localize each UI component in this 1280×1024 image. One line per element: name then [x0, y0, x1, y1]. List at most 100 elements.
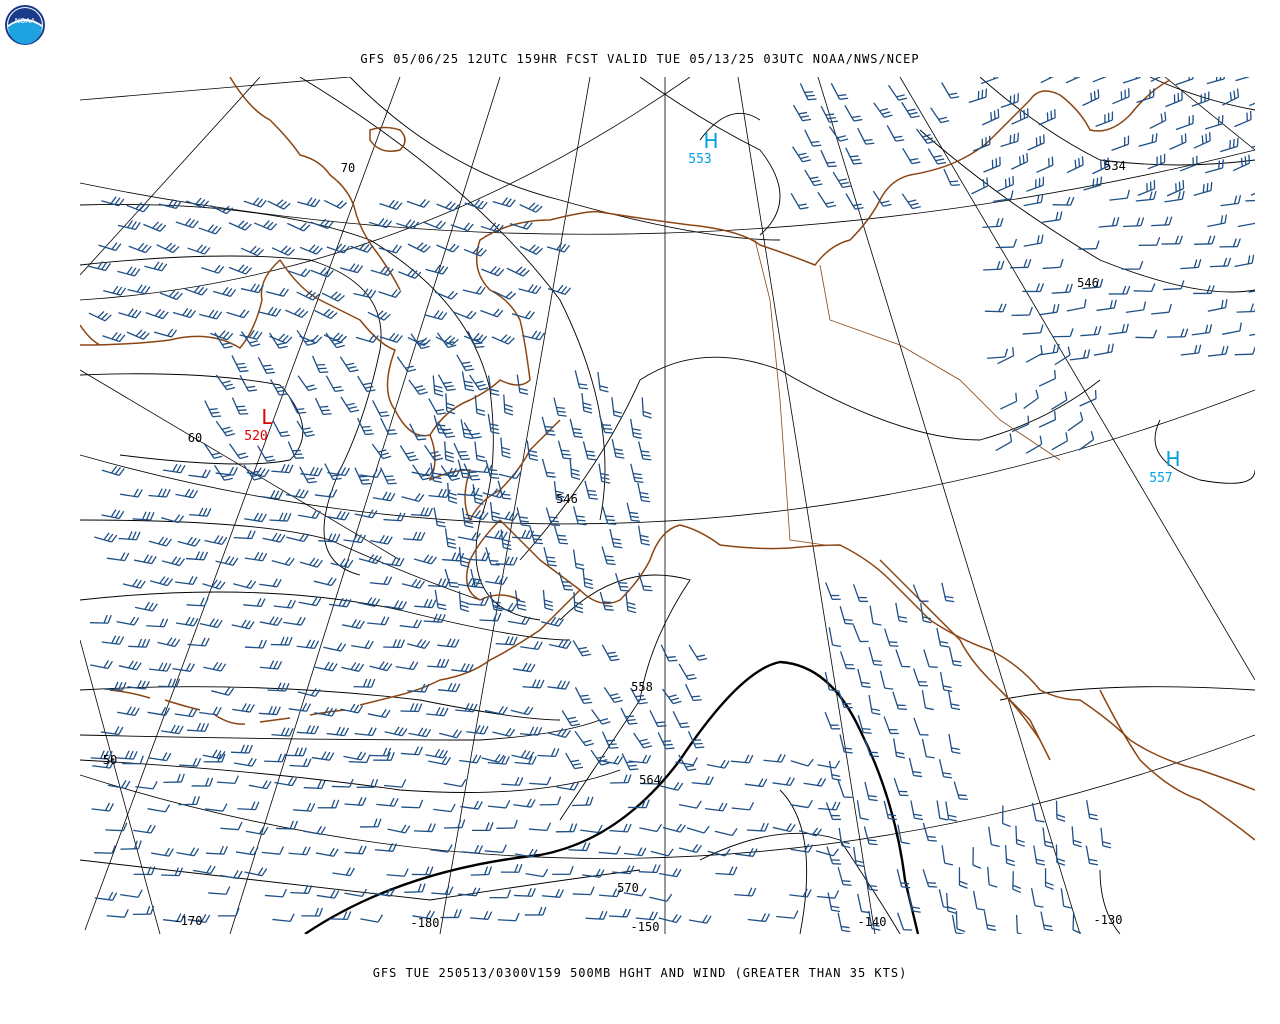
wind-barb	[598, 463, 611, 484]
wind-barb	[941, 582, 955, 603]
lon-label: -140	[858, 915, 887, 929]
wind-barb	[815, 848, 839, 857]
wind-barb	[495, 511, 519, 522]
wind-barb	[262, 532, 286, 543]
height-contours	[80, 77, 1255, 934]
wind-barb	[864, 871, 878, 892]
wind-barb	[518, 284, 542, 295]
wind-barb	[102, 331, 126, 343]
wind-barb	[203, 442, 223, 459]
wind-barb	[1060, 888, 1073, 909]
wind-barb	[133, 866, 156, 876]
wind-barb	[380, 417, 398, 435]
wind-barb	[1191, 91, 1210, 107]
wind-barb	[120, 840, 142, 850]
wind-barb	[857, 668, 871, 688]
wind-barb	[792, 104, 812, 122]
wind-barb	[177, 536, 201, 547]
wind-barb	[240, 331, 261, 347]
wind-barb	[520, 641, 543, 651]
wind-barb	[817, 191, 837, 208]
wind-barb	[888, 84, 908, 101]
wind-barb	[187, 722, 210, 732]
wind-barb	[126, 202, 150, 213]
wind-barb	[936, 800, 949, 821]
wind-barb	[234, 757, 257, 767]
wind-barb	[399, 619, 423, 629]
wind-barb	[269, 332, 288, 349]
wind-barb	[213, 286, 237, 298]
wind-barb	[433, 415, 448, 435]
wind-barb	[373, 751, 395, 761]
wind-barb	[581, 392, 593, 414]
wind-barb	[240, 245, 264, 257]
wind-barb	[609, 823, 632, 833]
wind-barb	[1108, 285, 1131, 295]
wind-barb	[553, 481, 565, 502]
wind-barb	[1000, 132, 1020, 148]
wind-barb	[272, 913, 295, 923]
wind-barb	[513, 798, 536, 808]
wind-barb	[573, 549, 585, 570]
wind-barb	[857, 893, 871, 914]
wind-barb	[884, 628, 899, 647]
wind-barb	[839, 651, 855, 670]
wind-barb	[215, 555, 239, 566]
wind-barb	[1166, 328, 1189, 338]
wind-barb	[314, 706, 338, 717]
wind-barb	[513, 887, 536, 897]
wind-barb	[232, 703, 255, 713]
wind-barb	[356, 778, 379, 788]
wind-barb	[436, 243, 460, 253]
wind-barb	[228, 220, 252, 231]
wind-barb	[414, 823, 436, 833]
wind-barb	[144, 261, 168, 272]
wind-barb	[474, 441, 486, 463]
wind-barb	[706, 759, 730, 769]
high-center-value: 553	[688, 152, 711, 167]
wind-barb	[298, 509, 321, 519]
wind-barb	[444, 528, 457, 549]
wind-barb	[314, 397, 332, 416]
wind-barb	[1031, 802, 1045, 823]
wind-barb	[658, 914, 682, 924]
wind-barb	[591, 709, 611, 725]
wind-barb	[1235, 77, 1254, 82]
wind-barb	[572, 640, 592, 657]
wind-barb	[260, 490, 284, 500]
wind-barb	[360, 914, 384, 923]
wind-barb	[790, 758, 814, 767]
wind-barb	[1206, 77, 1226, 85]
wind-barb	[425, 748, 449, 759]
wind-barb	[395, 661, 419, 671]
wind-barb	[178, 796, 201, 806]
wind-barb	[873, 102, 893, 118]
wind-barb	[443, 819, 466, 829]
wind-barb	[542, 590, 554, 611]
wind-barb	[522, 679, 545, 689]
wind-barb	[239, 374, 258, 392]
wind-barb	[687, 730, 705, 749]
wind-barb	[951, 914, 965, 934]
wind-barb	[133, 554, 157, 565]
wind-barb	[684, 683, 702, 702]
wind-barb	[615, 572, 630, 592]
wind-barb	[117, 220, 141, 231]
wind-barb	[354, 509, 378, 519]
wind-barb	[303, 825, 326, 835]
wind-barb	[310, 267, 334, 278]
wind-barb	[514, 755, 537, 765]
wind-barb	[845, 147, 863, 165]
wind-barb	[548, 639, 572, 650]
wind-barb	[1111, 135, 1130, 151]
contour-label: 558	[631, 680, 653, 694]
wind-barb	[175, 488, 199, 499]
wind-barb	[384, 779, 407, 788]
wind-barb	[175, 616, 199, 627]
wind-barb	[1092, 157, 1110, 175]
wind-barb	[257, 356, 276, 374]
wind-barb	[731, 801, 755, 811]
wind-barb	[1112, 88, 1130, 105]
wind-barb	[369, 576, 393, 586]
wind-barb	[372, 491, 396, 502]
